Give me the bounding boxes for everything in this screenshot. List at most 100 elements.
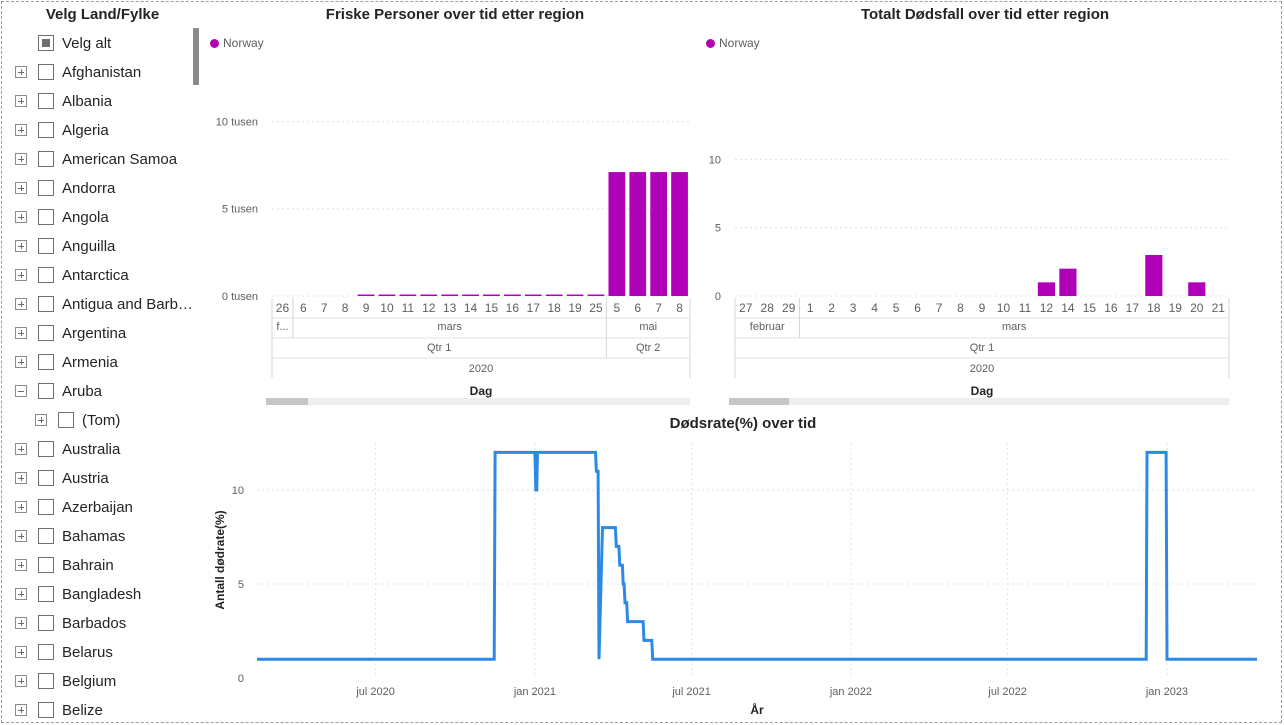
slicer-scrollbar[interactable]	[193, 28, 199, 85]
expand-icon[interactable]	[15, 95, 27, 107]
x-tick-label: 29	[782, 301, 796, 315]
legend-friske[interactable]: Norway	[210, 36, 264, 50]
slicer-checkbox[interactable]	[38, 209, 54, 225]
expand-icon[interactable]	[15, 153, 27, 165]
slicer-item[interactable]: Belgium	[0, 667, 200, 696]
slicer-checkbox[interactable]	[38, 267, 54, 283]
slicer-item[interactable]: Azerbaijan	[0, 493, 200, 522]
legend-dodsfall[interactable]: Norway	[706, 36, 760, 50]
slicer-select-all[interactable]: Velg alt	[0, 29, 200, 58]
slicer-checkbox[interactable]	[38, 644, 54, 660]
expand-icon[interactable]	[15, 124, 27, 136]
legend-dot-icon	[210, 38, 219, 48]
expand-icon[interactable]	[15, 182, 27, 194]
slicer-item-label: Australia	[62, 441, 121, 458]
slicer-item[interactable]: Belarus	[0, 638, 200, 667]
slicer-item[interactable]: Barbados	[0, 609, 200, 638]
slicer-item[interactable]: Belize	[0, 696, 200, 725]
slicer-checkbox[interactable]	[38, 354, 54, 370]
x-tick-label: 17	[1126, 301, 1140, 315]
slicer-item[interactable]: Australia	[0, 435, 200, 464]
slicer-item[interactable]: Bahamas	[0, 522, 200, 551]
slicer-item[interactable]: Angola	[0, 203, 200, 232]
slicer-item[interactable]: (Tom)	[0, 406, 200, 435]
slicer-item[interactable]: Bahrain	[0, 551, 200, 580]
expand-icon[interactable]	[15, 588, 27, 600]
bar	[1059, 268, 1077, 296]
line-series	[257, 450, 1257, 661]
slicer-item[interactable]: Antarctica	[0, 261, 200, 290]
slicer-checkbox[interactable]	[38, 702, 54, 718]
slicer-checkbox[interactable]	[38, 673, 54, 689]
country-slicer[interactable]: Velg Land/Fylke Velg alt Afghanistan Alba…	[0, 0, 205, 725]
slicer-checkbox[interactable]	[38, 615, 54, 631]
expand-icon[interactable]	[15, 501, 27, 513]
x-tick-label: 6	[300, 301, 307, 315]
y-tick-label: 10	[232, 485, 244, 497]
expand-icon[interactable]	[15, 646, 27, 658]
slicer-item-label: Anguilla	[62, 238, 116, 255]
slicer-checkbox[interactable]	[38, 470, 54, 486]
slicer-item[interactable]: Bangladesh	[0, 580, 200, 609]
slicer-checkbox[interactable]	[38, 557, 54, 573]
slicer-item[interactable]: Albania	[0, 87, 200, 116]
slicer-checkbox[interactable]	[38, 238, 54, 254]
bar	[587, 294, 605, 296]
expand-icon[interactable]	[35, 414, 47, 426]
slicer-item[interactable]: Anguilla	[0, 232, 200, 261]
slicer-checkbox[interactable]	[38, 180, 54, 196]
slicer-item[interactable]: Argentina	[0, 319, 200, 348]
slicer-item[interactable]: Afghanistan	[0, 58, 200, 87]
expand-icon[interactable]	[15, 472, 27, 484]
expand-icon[interactable]	[15, 617, 27, 629]
expand-icon[interactable]	[15, 269, 27, 281]
slicer-checkbox[interactable]	[38, 325, 54, 341]
collapse-icon[interactable]	[15, 385, 27, 397]
slicer-checkbox[interactable]	[58, 412, 74, 428]
x-tick-label: jul 2020	[355, 686, 395, 698]
x-tick-label: 4	[871, 301, 878, 315]
slicer-checkbox[interactable]	[38, 528, 54, 544]
expand-icon[interactable]	[15, 704, 27, 716]
slicer-item[interactable]: Aruba	[0, 377, 200, 406]
expand-icon[interactable]	[15, 327, 27, 339]
slicer-item[interactable]: Andorra	[0, 174, 200, 203]
expand-icon[interactable]	[15, 559, 27, 571]
expand-icon[interactable]	[15, 675, 27, 687]
select-all-checkbox[interactable]	[38, 35, 54, 51]
expand-icon[interactable]	[15, 443, 27, 455]
slicer-item-label: Barbados	[62, 615, 127, 632]
slicer-item[interactable]: Austria	[0, 464, 200, 493]
y-tick-label: 10 tusen	[216, 116, 258, 128]
expand-icon[interactable]	[15, 298, 27, 310]
x-tick-label: 15	[1083, 301, 1097, 315]
slicer-checkbox[interactable]	[38, 383, 54, 399]
expand-icon[interactable]	[15, 530, 27, 542]
x-tick-label: 18	[1147, 301, 1161, 315]
slicer-checkbox[interactable]	[38, 499, 54, 515]
expand-icon[interactable]	[15, 66, 27, 78]
slicer-checkbox[interactable]	[38, 122, 54, 138]
slicer-checkbox[interactable]	[38, 586, 54, 602]
x-tick-label: 16	[1104, 301, 1118, 315]
slicer-title: Velg Land/Fylke	[45, 6, 160, 23]
x-tick-label: 8	[342, 301, 349, 315]
slicer-item-label: Bahamas	[62, 528, 126, 545]
slicer-item[interactable]: Antigua and Barbuda	[0, 290, 200, 319]
slicer-checkbox[interactable]	[38, 151, 54, 167]
slicer-checkbox[interactable]	[38, 441, 54, 457]
expand-icon[interactable]	[15, 356, 27, 368]
slicer-checkbox[interactable]	[38, 64, 54, 80]
slicer-item[interactable]: Algeria	[0, 116, 200, 145]
expand-icon[interactable]	[15, 240, 27, 252]
slicer-checkbox[interactable]	[38, 93, 54, 109]
slicer-item[interactable]: American Samoa	[0, 145, 200, 174]
year-label: 2020	[970, 363, 994, 375]
expand-icon[interactable]	[15, 211, 27, 223]
dodsrate-line-chart[interactable]: 0 5 10 jul 2020 jan 2021 jul 2021 jan 2022 jul …	[205, 435, 1284, 725]
slicer-item[interactable]: Armenia	[0, 348, 200, 377]
x-tick-label: 28	[761, 301, 775, 315]
slicer-checkbox[interactable]	[38, 296, 54, 312]
